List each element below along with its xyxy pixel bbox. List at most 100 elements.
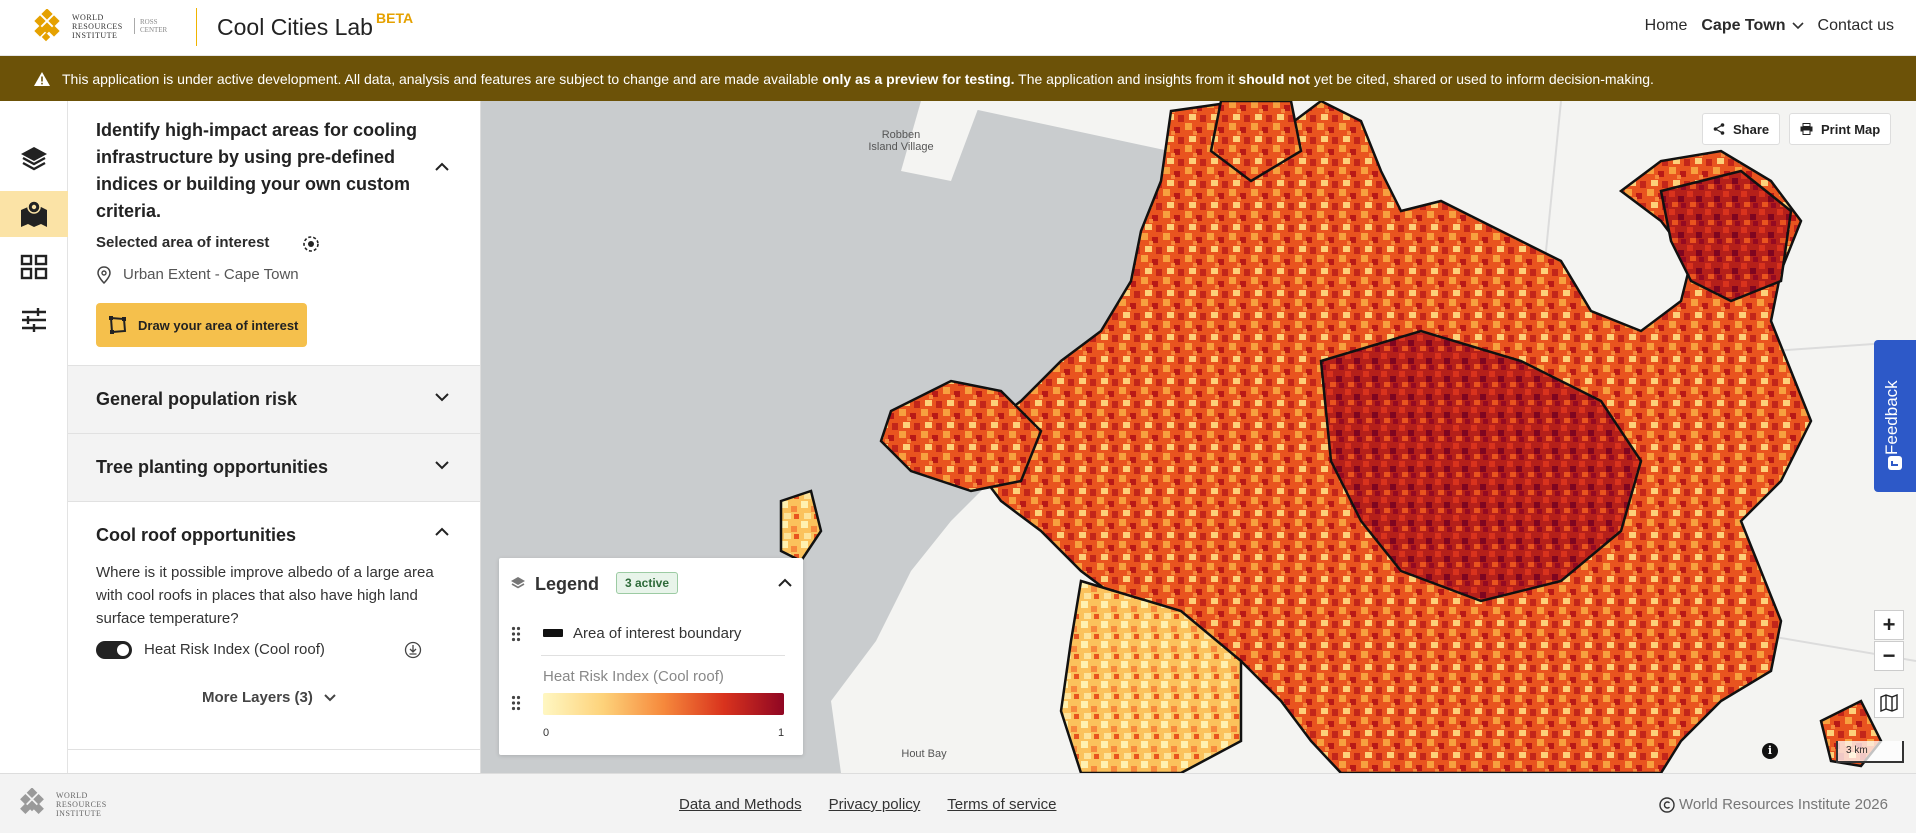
banner-text-1: This application is under active develop… <box>62 70 823 87</box>
cool-roof-description: Where is it possible improve albedo of a… <box>96 564 434 627</box>
legend-separator <box>541 655 785 656</box>
footer-link-data-methods[interactable]: Data and Methods <box>679 796 802 813</box>
legend-title: Legend <box>535 574 600 594</box>
icon-rail <box>0 101 68 773</box>
app-header: World Resources Institute Ross Center Co… <box>0 0 1916 56</box>
header-divider <box>196 8 197 46</box>
top-nav: Home Cape Town Contact us <box>1645 17 1894 35</box>
location-pin-icon <box>97 266 111 284</box>
logo-sub: Ross Center <box>134 18 170 34</box>
map-label-hout-bay: Hout Bay <box>901 748 947 760</box>
feedback-tab[interactable]: Feedback <box>1874 340 1916 492</box>
banner-text: This application is under active develop… <box>62 71 1654 87</box>
accordion-trees-title: Tree planting opportunities <box>96 457 329 477</box>
banner-text-2: The application and insights from it <box>1014 70 1239 87</box>
rail-filters-button[interactable] <box>0 297 68 343</box>
warning-icon <box>34 71 50 86</box>
side-panel: Identify high-impact areas for cooling i… <box>68 101 481 773</box>
aoi-label: Selected area of interest <box>96 234 270 251</box>
footer-links: Data and Methods Privacy policy Terms of… <box>679 796 1056 813</box>
legend-active-badge: 3 active <box>616 572 679 594</box>
more-layers-label: More Layers (3) <box>202 689 313 706</box>
layers-icon <box>21 147 47 171</box>
drag-handle-icon[interactable] <box>511 695 521 711</box>
chevron-up-icon[interactable] <box>777 577 793 589</box>
chevron-up-icon[interactable] <box>433 158 451 176</box>
drag-handle-icon[interactable] <box>511 626 521 642</box>
basemap-icon <box>1880 694 1898 712</box>
legend-boundary-label: Area of interest boundary <box>573 625 742 642</box>
legend-ramp-min: 0 <box>543 727 550 739</box>
wri-logo-icon <box>34 9 60 42</box>
map-canvas <box>779 101 1916 773</box>
accordion-population-title: General population risk <box>96 389 298 409</box>
feedback-icon <box>1888 456 1902 470</box>
banner-text-3: yet be cited, shared or used to inform d… <box>1309 70 1654 87</box>
nav-contact[interactable]: Contact us <box>1817 17 1894 34</box>
wri-footer-logo-icon <box>20 788 44 815</box>
heat-risk-toggle-label: Heat Risk Index (Cool roof) <box>144 641 325 658</box>
share-icon <box>1713 123 1725 135</box>
zoom-out-button[interactable]: − <box>1874 641 1904 671</box>
dev-warning-banner: This application is under active develop… <box>0 56 1916 101</box>
heat-risk-toggle[interactable] <box>96 641 132 659</box>
nav-home[interactable]: Home <box>1644 17 1688 34</box>
more-layers-button[interactable]: More Layers (3) <box>202 689 337 706</box>
print-label: Print Map <box>1821 121 1881 137</box>
banner-text-bold-1: only as a preview for testing. <box>822 70 1015 87</box>
basemap-toggle-button[interactable] <box>1874 688 1904 718</box>
map-pin-icon <box>21 200 47 227</box>
draw-aoi-label: Draw your area of interest <box>138 317 299 333</box>
chevron-down-icon <box>435 461 449 470</box>
feedback-label: Feedback <box>1882 380 1901 455</box>
rail-map-button[interactable] <box>0 191 68 237</box>
footer-link-privacy[interactable]: Privacy policy <box>828 796 921 813</box>
footer-logo[interactable]: World Resources Institute <box>16 788 120 820</box>
map-scale: 3 km <box>1836 741 1904 763</box>
copyright-text: World Resources Institute 2026 <box>1679 796 1888 813</box>
logo-text: World Resources Institute <box>72 12 123 40</box>
wri-logo[interactable]: World Resources Institute Ross Center <box>30 9 170 43</box>
copyright-icon <box>1659 796 1675 813</box>
accordion-tree-planting[interactable]: Tree planting opportunities <box>68 433 480 501</box>
aoi-value: Urban Extent - Cape Town <box>123 266 299 283</box>
nav-city-select[interactable]: Cape Town <box>1701 17 1804 35</box>
legend-heat-label: Heat Risk Index (Cool roof) <box>543 668 724 685</box>
chevron-up-icon <box>435 527 449 536</box>
boundary-swatch <box>543 629 563 637</box>
app-title[interactable]: Cool Cities Lab <box>217 14 373 40</box>
map-label-robben-island: Robben Island Village <box>868 129 934 153</box>
legend-ramp-max: 1 <box>778 727 785 739</box>
print-icon <box>1800 123 1813 135</box>
print-map-button[interactable]: Print Map <box>1789 113 1892 145</box>
share-label: Share <box>1733 121 1770 137</box>
locate-icon[interactable] <box>301 234 321 254</box>
draw-polygon-icon <box>109 316 127 334</box>
rail-layers-button[interactable] <box>0 136 68 182</box>
rail-dashboard-button[interactable] <box>0 244 68 290</box>
copyright: World Resources Institute 2026 <box>1659 796 1888 813</box>
legend-layers-icon <box>511 577 525 589</box>
share-button[interactable]: Share <box>1702 113 1781 145</box>
accordion-population-risk[interactable]: General population risk <box>68 365 480 433</box>
footer-logo-text: World Resources Institute <box>56 790 107 818</box>
panel-title: Identify high-impact areas for cooling i… <box>96 120 418 221</box>
draw-aoi-button[interactable]: Draw your area of interest <box>96 303 307 347</box>
chevron-down-icon <box>1791 22 1804 30</box>
accordion-cool-roof[interactable]: Cool roof opportunities <box>68 501 480 571</box>
accordion-cool-roof-title: Cool roof opportunities <box>96 525 296 545</box>
nav-city-label: Cape Town <box>1701 17 1786 34</box>
download-icon[interactable] <box>404 641 422 659</box>
attribution-info-icon[interactable]: i <box>1762 743 1778 759</box>
app-footer: World Resources Institute Data and Metho… <box>0 773 1916 833</box>
footer-link-terms[interactable]: Terms of service <box>947 796 1057 813</box>
map-view[interactable]: Robben Island Village Hout Bay Share Pri… <box>481 101 1916 773</box>
legend-color-ramp <box>543 693 784 715</box>
banner-text-bold-2: should not <box>1238 70 1310 87</box>
zoom-in-button[interactable]: + <box>1874 610 1904 640</box>
panel-divider <box>68 749 480 750</box>
grid-icon <box>20 254 48 280</box>
chevron-down-icon <box>435 393 449 402</box>
beta-badge: BETA <box>376 10 414 26</box>
map-legend: Legend 3 active Area of interest boundar… <box>499 558 803 755</box>
